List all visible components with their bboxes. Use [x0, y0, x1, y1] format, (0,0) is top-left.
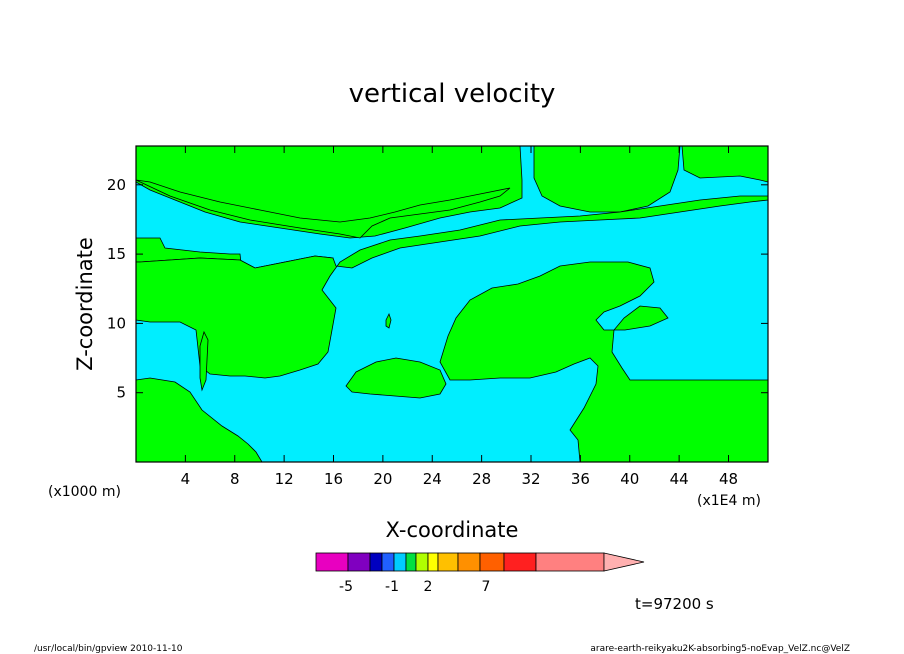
footer-left: /usr/local/bin/gpview 2010-11-10 — [34, 644, 183, 654]
colorbar-swatch — [405, 552, 417, 572]
y-tick-label: 5 — [116, 384, 126, 402]
colorbar-swatch — [315, 552, 349, 572]
chart-title: vertical velocity — [349, 79, 556, 109]
colorbar-swatch — [393, 552, 407, 572]
positive-region-small-2 — [199, 330, 209, 392]
colorbar-label: 2 — [424, 579, 433, 595]
colorbar-swatch — [457, 552, 481, 572]
positive-region-small-1 — [385, 312, 392, 329]
colorbar-labels: -5 -1 2 7 — [339, 579, 490, 595]
colorbar-swatch — [381, 552, 395, 572]
positive-region-center-right — [439, 261, 769, 463]
x-tick-label: 44 — [670, 470, 689, 488]
x-tick-label: 40 — [620, 470, 639, 488]
x-tick-label: 32 — [521, 470, 540, 488]
x-tick-label: 28 — [472, 470, 491, 488]
time-annotation: t=97200 s — [635, 595, 714, 613]
colorbar-label: -5 — [339, 579, 353, 595]
colorbar-swatch — [347, 552, 371, 572]
colorbar — [315, 552, 645, 572]
positive-region-center — [345, 357, 447, 399]
y-axis-label: Z-coordinate — [73, 237, 97, 371]
plot-frame — [135, 145, 769, 463]
x-tick-label: 24 — [423, 470, 442, 488]
colorbar-arrow — [603, 552, 645, 572]
x-tick-label: 12 — [275, 470, 294, 488]
colorbar-swatch — [415, 552, 429, 572]
colorbar-label: 7 — [482, 579, 491, 595]
positive-region-top-band — [135, 179, 511, 239]
y-tick-label: 15 — [107, 245, 126, 263]
colorbar-swatch — [437, 552, 459, 572]
colorbar-swatch — [535, 552, 605, 572]
colorbar-swatch — [369, 552, 383, 572]
x-units-right: (x1E4 m) — [697, 493, 761, 509]
colorbar-label: -1 — [385, 579, 399, 595]
colorbar-swatch — [427, 552, 439, 572]
x-tick-label: 16 — [324, 470, 343, 488]
colorbar-swatch — [479, 552, 505, 572]
y-tick-label: 20 — [107, 176, 126, 194]
x-tick-label: 48 — [719, 470, 738, 488]
x-tick-label: 8 — [230, 470, 240, 488]
x-ticks: 4 8 12 16 20 24 28 32 36 40 44 48 — [181, 146, 738, 488]
y-ticks: 5 10 15 20 — [107, 176, 768, 402]
colorbar-swatch — [503, 552, 537, 572]
x-axis-label: X-coordinate — [386, 518, 519, 542]
x-tick-label: 4 — [181, 470, 191, 488]
positive-region-left-mid — [135, 195, 769, 379]
x-tick-label: 36 — [571, 470, 590, 488]
footer-right: arare-earth-reikyaku2K-absorbing5-noEvap… — [590, 644, 850, 654]
y-tick-label: 10 — [107, 314, 126, 332]
x-units-left: (x1000 m) — [48, 484, 121, 500]
x-tick-label: 20 — [373, 470, 392, 488]
